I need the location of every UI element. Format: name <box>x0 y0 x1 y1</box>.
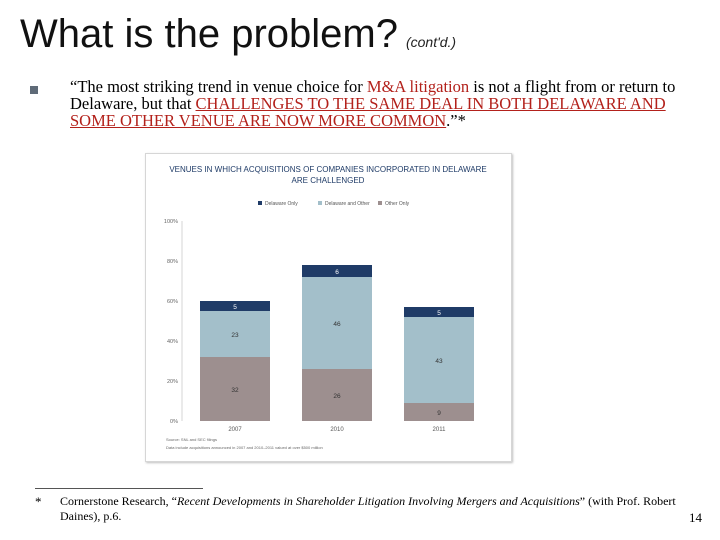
legend-swatch-1 <box>318 201 322 205</box>
footnote-before: Cornerstone Research, “ <box>60 494 177 508</box>
data-label: 5 <box>437 310 441 317</box>
bar-segment <box>404 403 474 421</box>
legend-swatch-0 <box>258 201 262 205</box>
chart-note: Source: SNL and SEC filings <box>166 437 217 442</box>
footnote-after: ” (with Prof. Robert Daines), p.6. <box>60 494 676 523</box>
quote-ma-litigation: M&A litigation <box>366 77 470 96</box>
quote-emphasis: CHALLENGES TO THE SAME DEAL IN BOTH DELA… <box>70 94 666 130</box>
slide-title: What is the problem? (cont'd.) <box>20 12 456 57</box>
chart-title-line-2: ARE CHALLENGED <box>292 176 365 185</box>
data-label: 6 <box>335 269 339 276</box>
chart-title-line-1: VENUES IN WHICH ACQUISITIONS OF COMPANIE… <box>169 165 486 174</box>
x-tick-label: 2011 <box>433 427 447 433</box>
y-tick-label: 60% <box>167 299 178 305</box>
legend-label-0: Delaware Only <box>265 201 298 207</box>
footnote-divider <box>35 488 203 489</box>
data-label: 5 <box>233 304 237 311</box>
data-label: 46 <box>333 321 341 328</box>
bar-segment <box>404 307 474 317</box>
y-tick-label: 0% <box>170 419 178 425</box>
bar-segment <box>200 357 270 421</box>
stacked-bar-chart: VENUES IN WHICH ACQUISITIONS OF COMPANIE… <box>145 153 512 462</box>
legend-label-1: Delaware and Other <box>325 201 370 207</box>
bullet-quote: “The most striking trend in venue choice… <box>70 78 685 129</box>
bar-segment <box>200 301 270 311</box>
bar-segment <box>302 369 372 421</box>
y-tick-label: 80% <box>167 259 178 265</box>
y-tick-label: 100% <box>164 219 178 225</box>
quote-part-2: is not a flight from or return to Delawa… <box>70 77 676 113</box>
data-label: 23 <box>231 332 239 339</box>
x-tick-label: 2007 <box>228 427 242 433</box>
bullet-marker <box>30 86 38 94</box>
title-suffix: (cont'd.) <box>405 34 457 50</box>
bar-segment <box>302 277 372 369</box>
bar-segment <box>200 311 270 357</box>
data-label: 26 <box>333 393 341 400</box>
slide-number: 14 <box>689 510 702 525</box>
y-tick-label: 40% <box>167 339 178 345</box>
x-tick-label: 2010 <box>330 427 344 433</box>
chart-note: Data include acquisitions announced in 2… <box>166 445 323 450</box>
y-tick-label: 20% <box>167 379 178 385</box>
quote-close: .”* <box>446 111 466 130</box>
chart-canvas: VENUES IN WHICH ACQUISITIONS OF COMPANIE… <box>164 165 487 450</box>
data-label: 32 <box>231 387 239 394</box>
data-label: 43 <box>435 358 443 365</box>
footnote-marker: * <box>35 494 42 509</box>
legend-label-2: Other Only <box>385 201 410 207</box>
quote-part-1: “The most striking trend in venue choice… <box>70 77 367 96</box>
legend-swatch-2 <box>378 201 382 205</box>
footnote-citation: Cornerstone Research, “Recent Developmen… <box>60 494 690 524</box>
bar-segment <box>404 317 474 403</box>
bar-segment <box>302 265 372 277</box>
footnote-report-title: Recent Developments in Shareholder Litig… <box>176 494 580 508</box>
title-main: What is the problem? <box>20 12 398 56</box>
data-label: 9 <box>437 410 441 417</box>
